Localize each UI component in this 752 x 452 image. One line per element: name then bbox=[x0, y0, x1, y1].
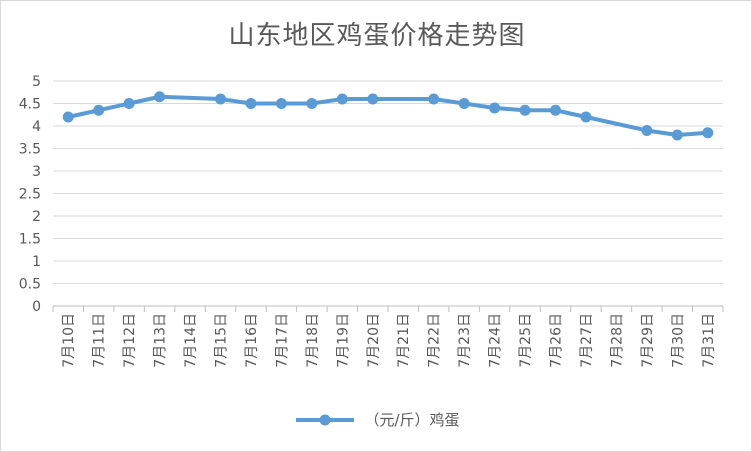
x-tick-label: 7月11日 bbox=[92, 313, 108, 368]
x-tick-label: 7月21日 bbox=[396, 313, 412, 368]
chart-title: 山东地区鸡蛋价格走势图 bbox=[228, 21, 526, 51]
x-tick-label: 7月17日 bbox=[274, 313, 290, 368]
gridlines bbox=[53, 80, 723, 284]
data-point bbox=[93, 104, 105, 116]
x-tick-label: 7月28日 bbox=[609, 313, 625, 368]
data-point bbox=[671, 129, 683, 141]
y-tick-label: 1 bbox=[32, 254, 41, 270]
series-egg bbox=[62, 91, 714, 141]
y-tick-label: 2.5 bbox=[19, 187, 41, 203]
x-tick-label: 7月12日 bbox=[122, 313, 138, 368]
data-point bbox=[123, 98, 135, 109]
data-point bbox=[306, 98, 318, 109]
data-point bbox=[275, 98, 287, 109]
y-tick-label: 5 bbox=[32, 74, 41, 90]
x-tick-label: 7月20日 bbox=[366, 313, 382, 368]
data-point bbox=[367, 93, 379, 105]
x-tick-label: 7月10日 bbox=[61, 313, 77, 368]
data-point bbox=[215, 93, 226, 105]
y-tick-label: 3 bbox=[32, 164, 41, 180]
data-point bbox=[580, 111, 592, 123]
data-point bbox=[154, 91, 166, 103]
data-point bbox=[641, 125, 653, 136]
legend-marker bbox=[296, 414, 355, 425]
data-point bbox=[489, 102, 501, 114]
x-tick-label: 7月19日 bbox=[335, 313, 351, 368]
x-tick-label: 7月14日 bbox=[183, 313, 199, 368]
x-tick-label: 7月15日 bbox=[214, 313, 230, 368]
x-tick-label: 7月13日 bbox=[153, 313, 169, 368]
y-tick-label: 0 bbox=[32, 299, 41, 315]
data-point bbox=[336, 93, 348, 105]
y-tick-label: 3.5 bbox=[19, 142, 41, 158]
x-tick-label: 7月25日 bbox=[518, 313, 534, 368]
y-tick-label: 2 bbox=[32, 209, 41, 225]
data-point bbox=[245, 98, 257, 109]
y-tick-label: 4 bbox=[32, 119, 41, 135]
series-line bbox=[67, 94, 708, 137]
x-tick-labels: 7月10日 7月11日 7月12日 7月13日 7月14日 7月15日 7月16日 7月17日… bbox=[61, 313, 717, 368]
y-tick-labels: 0 0.5 1 1.5 2 2.5 3 3.5 4 4.5 5 bbox=[19, 74, 41, 315]
data-point bbox=[428, 93, 440, 105]
x-tick-label: 7月26日 bbox=[549, 313, 565, 368]
data-point bbox=[519, 104, 531, 116]
x-tick-label: 7月29日 bbox=[640, 313, 656, 368]
x-tick-label: 7月30日 bbox=[670, 313, 686, 368]
x-tick-label: 7月24日 bbox=[488, 313, 504, 368]
x-tick-label: 7月18日 bbox=[305, 313, 321, 368]
data-point bbox=[458, 98, 470, 109]
axes bbox=[52, 305, 724, 312]
y-tick-label: 4.5 bbox=[19, 97, 41, 113]
y-tick-label: 0.5 bbox=[19, 277, 41, 293]
x-tick-label: 7月31日 bbox=[701, 313, 717, 368]
x-tick-label: 7月27日 bbox=[579, 313, 595, 368]
data-point bbox=[62, 111, 74, 123]
y-tick-label: 1.5 bbox=[19, 232, 41, 248]
legend: （元/斤）鸡蛋 bbox=[1, 409, 751, 430]
data-point bbox=[550, 104, 561, 116]
data-point bbox=[702, 127, 714, 139]
x-tick-label: 7月22日 bbox=[427, 313, 443, 368]
x-tick-label: 7月16日 bbox=[244, 313, 260, 368]
legend-label: （元/斤）鸡蛋 bbox=[364, 411, 460, 429]
x-tick-label: 7月23日 bbox=[457, 313, 473, 368]
